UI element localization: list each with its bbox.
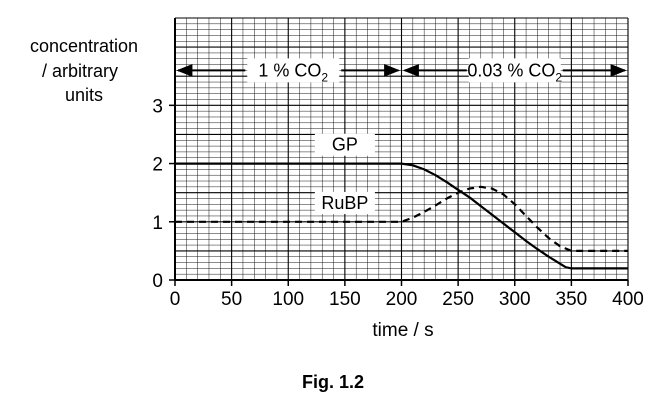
x-axis-title: time / s — [372, 320, 433, 341]
series-label-gp: GP — [332, 135, 358, 155]
series-label-bg — [314, 191, 375, 214]
x-tick-label: 400 — [612, 289, 644, 310]
region-label: 1 % CO2 — [258, 60, 328, 84]
x-tick-label: 200 — [386, 289, 418, 310]
region-label-bg — [247, 58, 340, 83]
x-tick-label: 100 — [272, 289, 304, 310]
y-axis-title-line: / arbitrary — [42, 61, 118, 81]
region-label: 0.03 % CO2 — [467, 60, 562, 84]
series-label-rubp: RuBP — [321, 193, 368, 213]
region-label-bg — [468, 58, 561, 83]
x-tick-label: 300 — [499, 289, 531, 310]
y-axis-title-line: concentration — [30, 36, 138, 56]
data-series: GP RuBP — [175, 133, 628, 270]
series-label-bg — [314, 133, 375, 156]
region-label-subscript: 2 — [555, 70, 562, 84]
y-axis-title-line: units — [65, 85, 103, 105]
x-tick-label: 50 — [221, 289, 242, 310]
co2-regions: 1 % CO2 0.03 % CO2 — [176, 58, 627, 84]
series-line-rubp — [175, 185, 628, 252]
x-tick-label: 250 — [442, 289, 474, 310]
figure-caption: Fig. 1.2 — [302, 372, 364, 392]
x-tick-label: 350 — [556, 289, 588, 310]
tick-labels: 0 50 100 150 200 250 300 350 400 0 1 2 3 — [152, 96, 643, 310]
y-tick-label: 2 — [152, 155, 163, 176]
y-axis-title: concentration / arbitrary units — [30, 36, 138, 105]
axes — [169, 18, 629, 286]
y-tick-label: 3 — [152, 96, 163, 117]
region-label-main: 1 % CO — [258, 60, 321, 80]
series-line-gp — [175, 162, 628, 270]
region-label-subscript: 2 — [321, 70, 328, 84]
x-tick-label: 150 — [329, 289, 361, 310]
x-tick-label: 0 — [170, 289, 181, 310]
y-tick-label: 0 — [152, 271, 163, 292]
region-label-main: 0.03 % CO — [467, 60, 555, 80]
y-tick-label: 1 — [152, 213, 163, 234]
